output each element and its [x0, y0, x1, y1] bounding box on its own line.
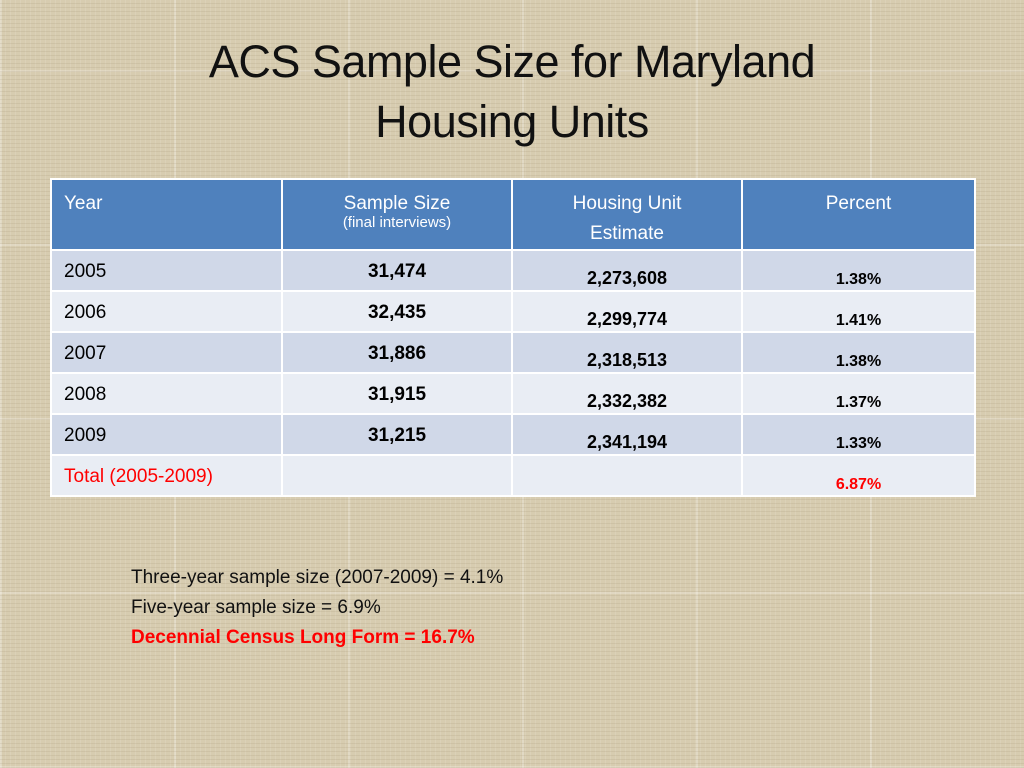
cell-year: 2009 [50, 413, 283, 456]
table-row: 2006 32,435 2,299,774 1.41% [50, 290, 976, 333]
table-row: 2009 31,215 2,341,194 1.33% [50, 413, 976, 456]
table-header-row: Year Sample Size (final interviews) Hous… [50, 178, 976, 251]
header-year: Year [50, 178, 283, 251]
header-housing-unit-estimate: Housing Unit Estimate [511, 178, 743, 251]
notes-block: Three-year sample size (2007-2009) = 4.1… [131, 563, 503, 653]
cell-sample-size: 31,215 [281, 413, 513, 456]
header-housing-line-2: Estimate [590, 223, 664, 244]
table-row: 2005 31,474 2,273,608 1.38% [50, 249, 976, 292]
cell-year: 2006 [50, 290, 283, 333]
cell-year: 2005 [50, 249, 283, 292]
slide-title: ACS Sample Size for Maryland Housing Uni… [0, 32, 1024, 152]
header-sample-size-sub: (final interviews) [342, 214, 452, 231]
note-decennial-census: Decennial Census Long Form = 16.7% [131, 627, 475, 648]
cell-total-housing-estimate [511, 454, 743, 497]
cell-sample-size: 31,474 [281, 249, 513, 292]
cell-sample-size: 32,435 [281, 290, 513, 333]
cell-sample-size: 31,915 [281, 372, 513, 415]
cell-housing-estimate: 2,318,513 [511, 331, 743, 374]
cell-total-sample-size [281, 454, 513, 497]
cell-percent: 1.33% [741, 413, 976, 456]
cell-sample-size: 31,886 [281, 331, 513, 374]
header-housing-line-1: Housing Unit [572, 193, 682, 214]
cell-housing-estimate: 2,341,194 [511, 413, 743, 456]
cell-total-percent: 6.87% [741, 454, 976, 497]
cell-year: 2008 [50, 372, 283, 415]
cell-percent: 1.37% [741, 372, 976, 415]
cell-percent: 1.38% [741, 249, 976, 292]
cell-housing-estimate: 2,299,774 [511, 290, 743, 333]
title-line-2: Housing Units [375, 96, 649, 147]
cell-housing-estimate: 2,273,608 [511, 249, 743, 292]
note-three-year: Three-year sample size (2007-2009) = 4.1… [131, 567, 504, 588]
note-five-year: Five-year sample size = 6.9% [131, 597, 381, 618]
table-row: 2008 31,915 2,332,382 1.37% [50, 372, 976, 415]
cell-year: 2007 [50, 331, 283, 374]
header-sample-size-label: Sample Size [343, 193, 451, 214]
cell-housing-estimate: 2,332,382 [511, 372, 743, 415]
table-total-row: Total (2005-2009) 6.87% [50, 454, 976, 497]
header-percent: Percent [741, 178, 976, 251]
cell-percent: 1.38% [741, 331, 976, 374]
cell-total-label: Total (2005-2009) [50, 454, 283, 497]
table-row: 2007 31,886 2,318,513 1.38% [50, 331, 976, 374]
header-sample-size: Sample Size (final interviews) [281, 178, 513, 251]
cell-percent: 1.41% [741, 290, 976, 333]
sample-size-table: Year Sample Size (final interviews) Hous… [50, 178, 976, 497]
title-line-1: ACS Sample Size for Maryland [208, 36, 816, 87]
